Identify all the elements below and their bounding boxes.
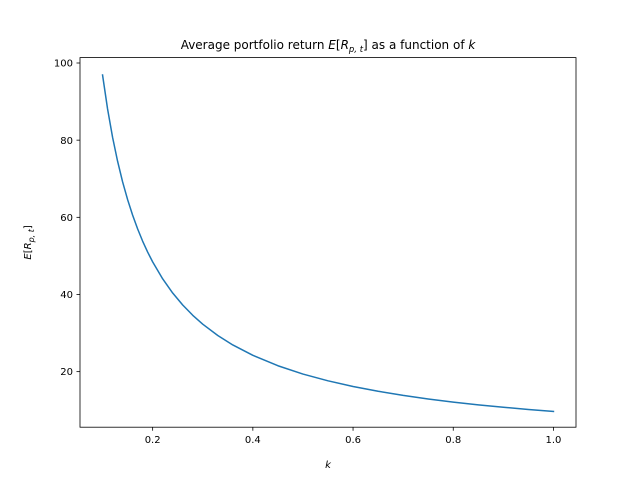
y-axis-ticks: 20 40 60 80 100	[54, 59, 80, 378]
y-tick-label: 60	[60, 213, 73, 224]
y-tick-label: 40	[60, 290, 73, 301]
x-tick-label: 0.2	[145, 435, 161, 446]
y-tick-label: 80	[60, 136, 73, 147]
x-axis-label: k	[325, 460, 332, 471]
x-tick-label: 0.8	[445, 435, 461, 446]
y-tick-label: 20	[60, 367, 73, 378]
x-tick-label: 0.4	[245, 435, 261, 446]
chart-title: Average portfolio return E[Rp, t] as a f…	[181, 38, 477, 55]
series-layer	[101, 74, 555, 413]
x-tick-label: 1.0	[546, 435, 562, 446]
x-tick-label: 0.6	[345, 435, 361, 446]
plot-area: 0.2 0.4 0.6 0.8 1.0 20 40 60 80 100	[54, 57, 577, 446]
series-line-0	[101, 74, 555, 413]
y-tick-label: 100	[54, 59, 73, 70]
y-axis-label: E[Rp, t]	[23, 225, 36, 260]
axes-frame	[79, 57, 577, 428]
x-axis-ticks: 0.2 0.4 0.6 0.8 1.0	[145, 427, 562, 446]
